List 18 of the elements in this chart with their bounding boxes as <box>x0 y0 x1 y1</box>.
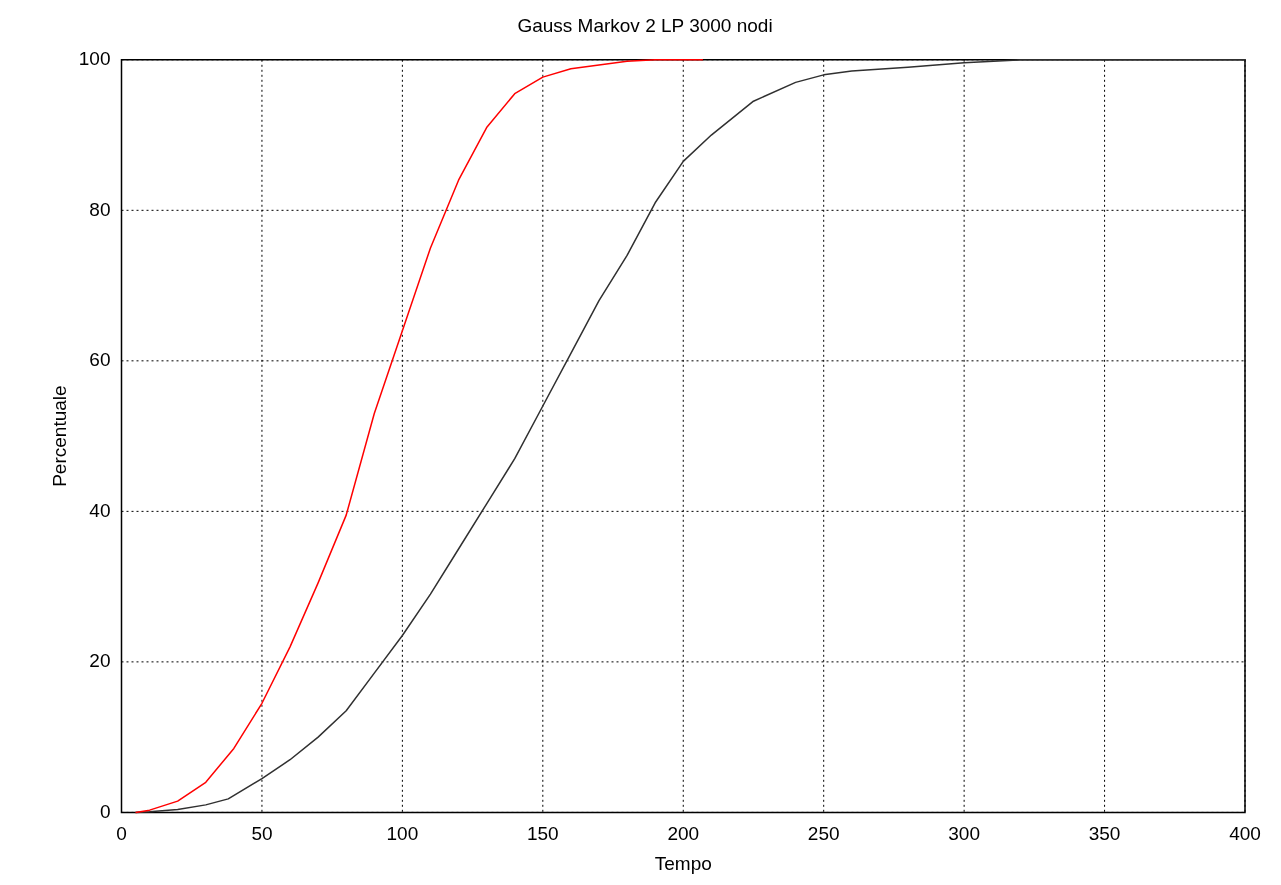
y-tick-label: 0 <box>99 800 111 822</box>
x-axis-title: Tempo <box>654 852 712 874</box>
x-tick-label: 150 <box>526 823 559 845</box>
x-tick-label: 200 <box>667 823 700 845</box>
y-tick-label: 80 <box>89 198 111 220</box>
x-tick-label: 100 <box>386 823 419 845</box>
y-tick-label: 60 <box>89 349 111 371</box>
chart-title: Gauss Markov 2 LP 3000 nodi <box>517 14 773 36</box>
y-tick-label: 100 <box>78 48 111 70</box>
y-tick-label: 20 <box>89 650 111 672</box>
y-axis-title: Percentuale <box>48 385 70 487</box>
x-tick-label: 350 <box>1088 823 1121 845</box>
x-tick-label: 0 <box>116 823 127 845</box>
x-tick-label: 250 <box>807 823 840 845</box>
x-tick-label: 50 <box>251 823 273 845</box>
x-tick-label: 400 <box>1229 823 1261 845</box>
y-tick-label: 40 <box>89 499 111 521</box>
x-tick-label: 300 <box>948 823 980 845</box>
